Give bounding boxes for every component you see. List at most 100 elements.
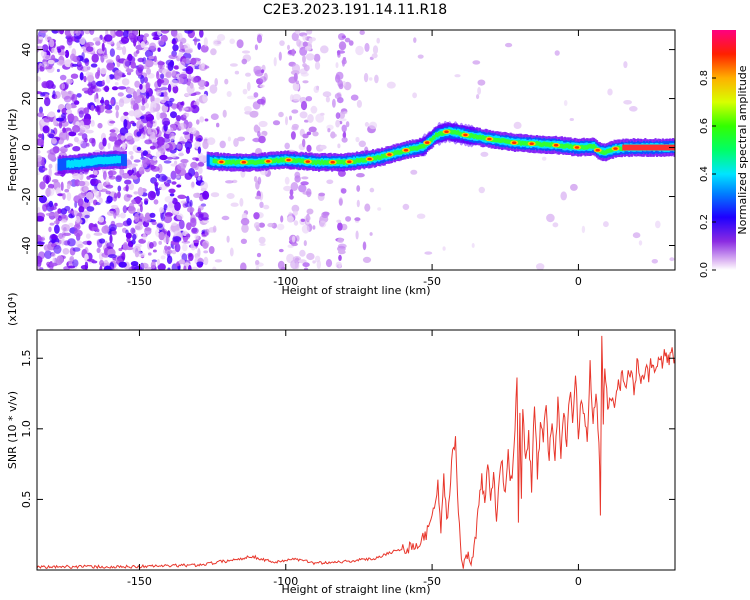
noise-speck: [536, 263, 545, 270]
noise-speck: [306, 30, 313, 35]
ridge-cell: [99, 156, 102, 164]
noise-speck: [54, 224, 60, 234]
noise-speck: [78, 110, 84, 118]
noise-speck: [197, 146, 202, 154]
noise-speck: [51, 84, 56, 90]
ridge-cell: [66, 160, 69, 168]
noise-speck: [240, 238, 247, 244]
noise-speck: [291, 109, 299, 114]
noise-speck: [42, 44, 49, 52]
colorbar-tick-label: 0.0: [699, 262, 710, 278]
ridge-cell: [364, 158, 367, 163]
noise-speck: [126, 71, 132, 76]
noise-speck: [99, 238, 106, 244]
noise-speck: [160, 212, 165, 222]
noise-speck: [83, 75, 87, 83]
noise-speck: [300, 72, 309, 77]
noise-speck: [338, 198, 343, 206]
ridge-cell: [601, 150, 604, 155]
ridge-cell: [380, 154, 383, 159]
noise-speck: [332, 98, 336, 108]
noise-speck: [242, 88, 248, 95]
noise-speck: [222, 109, 227, 118]
noise-speck: [290, 182, 299, 191]
noise-speck: [71, 93, 78, 103]
noise-speck: [368, 121, 378, 130]
noise-speck: [41, 61, 50, 68]
noise-speck: [341, 35, 347, 39]
noise-speck: [37, 76, 41, 82]
ridge-peak-core: [347, 160, 352, 163]
ridge-cell: [341, 159, 344, 164]
noise-speck: [229, 38, 235, 45]
ridge-peak-core: [305, 160, 310, 163]
noise-speck: [177, 141, 186, 145]
noise-speck: [276, 223, 285, 231]
noise-speck: [63, 144, 71, 148]
noise-speck: [92, 87, 102, 93]
ridge-cell: [101, 156, 104, 165]
noise-speck: [345, 121, 350, 128]
ridge-cell: [253, 160, 256, 165]
noise-speck: [68, 222, 74, 228]
noise-speck: [302, 262, 310, 268]
ridge-cell: [421, 143, 424, 149]
noise-speck: [45, 175, 50, 185]
noise-speck: [134, 80, 141, 88]
noise-speck: [127, 88, 136, 95]
ridge-cell: [279, 157, 282, 162]
x-tick-label: -150: [127, 575, 152, 588]
ridge-cell: [496, 138, 499, 143]
noise-speck: [186, 113, 190, 117]
noise-speck: [286, 215, 294, 223]
noise-speck: [114, 82, 119, 86]
noise-speck: [327, 128, 331, 133]
noise-speck: [200, 44, 209, 53]
noise-speck: [157, 30, 162, 36]
noise-speck: [115, 104, 120, 111]
ridge-cell: [363, 158, 366, 163]
noise-speck: [253, 124, 260, 133]
noise-speck: [226, 91, 232, 97]
noise-speck: [253, 110, 259, 117]
noise-speck: [607, 88, 613, 96]
ridge-cell: [83, 159, 86, 167]
noise-speck: [180, 200, 188, 204]
noise-speck: [54, 91, 61, 99]
noise-speck: [95, 98, 100, 103]
x-tick-label: 0: [575, 275, 582, 288]
noise-speck: [301, 176, 309, 180]
ridge-cell: [214, 159, 217, 164]
spectrogram-frame: [36, 29, 676, 271]
noise-speck: [134, 213, 140, 223]
noise-speck: [294, 171, 301, 179]
ridge-cell: [458, 131, 461, 136]
noise-speck: [57, 208, 62, 214]
noise-speck: [177, 194, 186, 199]
noise-speck: [122, 46, 127, 55]
ridge-cell: [499, 138, 502, 143]
noise-speck: [320, 45, 329, 54]
ridge-cell: [546, 142, 549, 147]
noise-speck: [330, 131, 336, 139]
noise-speck: [75, 215, 81, 223]
noise-speck: [109, 132, 117, 137]
noise-speck: [230, 202, 239, 207]
ridge-cell: [603, 150, 606, 155]
noise-speck: [159, 154, 168, 161]
noise-speck: [284, 142, 291, 150]
ridge-cell: [547, 142, 550, 147]
ridge-peak-core: [512, 141, 517, 144]
noise-speck: [127, 169, 133, 176]
noise-speck: [146, 121, 151, 128]
noise-speck: [478, 186, 485, 194]
noise-speck: [38, 165, 46, 173]
noise-speck: [165, 59, 174, 66]
ridge-cell: [478, 134, 481, 140]
noise-speck: [90, 178, 96, 186]
noise-speck: [364, 122, 369, 127]
noise-speck: [337, 243, 347, 249]
x-tick-label: -50: [423, 275, 441, 288]
spectrogram-ridge: [57, 120, 675, 174]
noise-speck: [59, 30, 65, 35]
